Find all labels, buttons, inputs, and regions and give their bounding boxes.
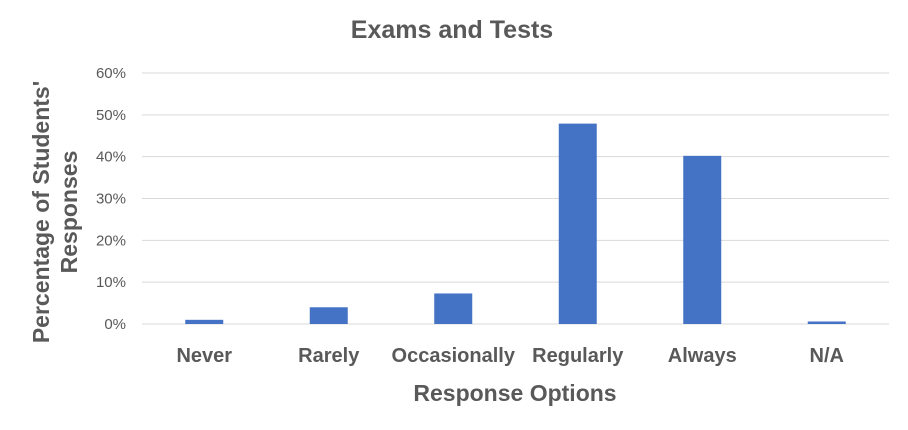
y-axis-title-line-2: Responses [56,151,82,274]
x-category-label: Occasionally [392,345,516,367]
bar-always [683,155,722,324]
bars [185,123,846,324]
gridlines [142,72,889,325]
x-axis-title: Response Options [413,380,616,406]
x-category-label: Regularly [532,345,624,367]
bar-rarely [309,307,348,324]
bar-occasionally [434,293,473,324]
x-category-label: N/A [810,345,844,367]
y-tick-label: 50% [96,107,126,124]
y-tick-label: 60% [96,65,126,82]
y-axis-title: Percentage of Students' Responses [28,81,82,343]
bar-n-a [807,321,846,324]
x-category-label: Never [176,345,232,367]
y-tick-label: 10% [96,274,126,291]
y-tick-label: 20% [96,232,126,249]
y-axis-title-line-1: Percentage of Students' [28,81,54,343]
x-axis-categories: Never Rarely Occasionally Regularly Always N/… [176,345,844,367]
y-tick-label: 40% [96,149,126,166]
y-axis-ticks: 0% 10% 20% 30% 40% 50% 60% [96,65,126,333]
bar-never [185,319,224,324]
x-category-label: Always [668,345,737,367]
y-tick-label: 30% [96,191,126,208]
y-tick-label: 0% [104,316,126,333]
bar-regularly [558,123,597,324]
chart-title: Exams and Tests [351,16,553,44]
x-category-label: Rarely [298,345,360,367]
